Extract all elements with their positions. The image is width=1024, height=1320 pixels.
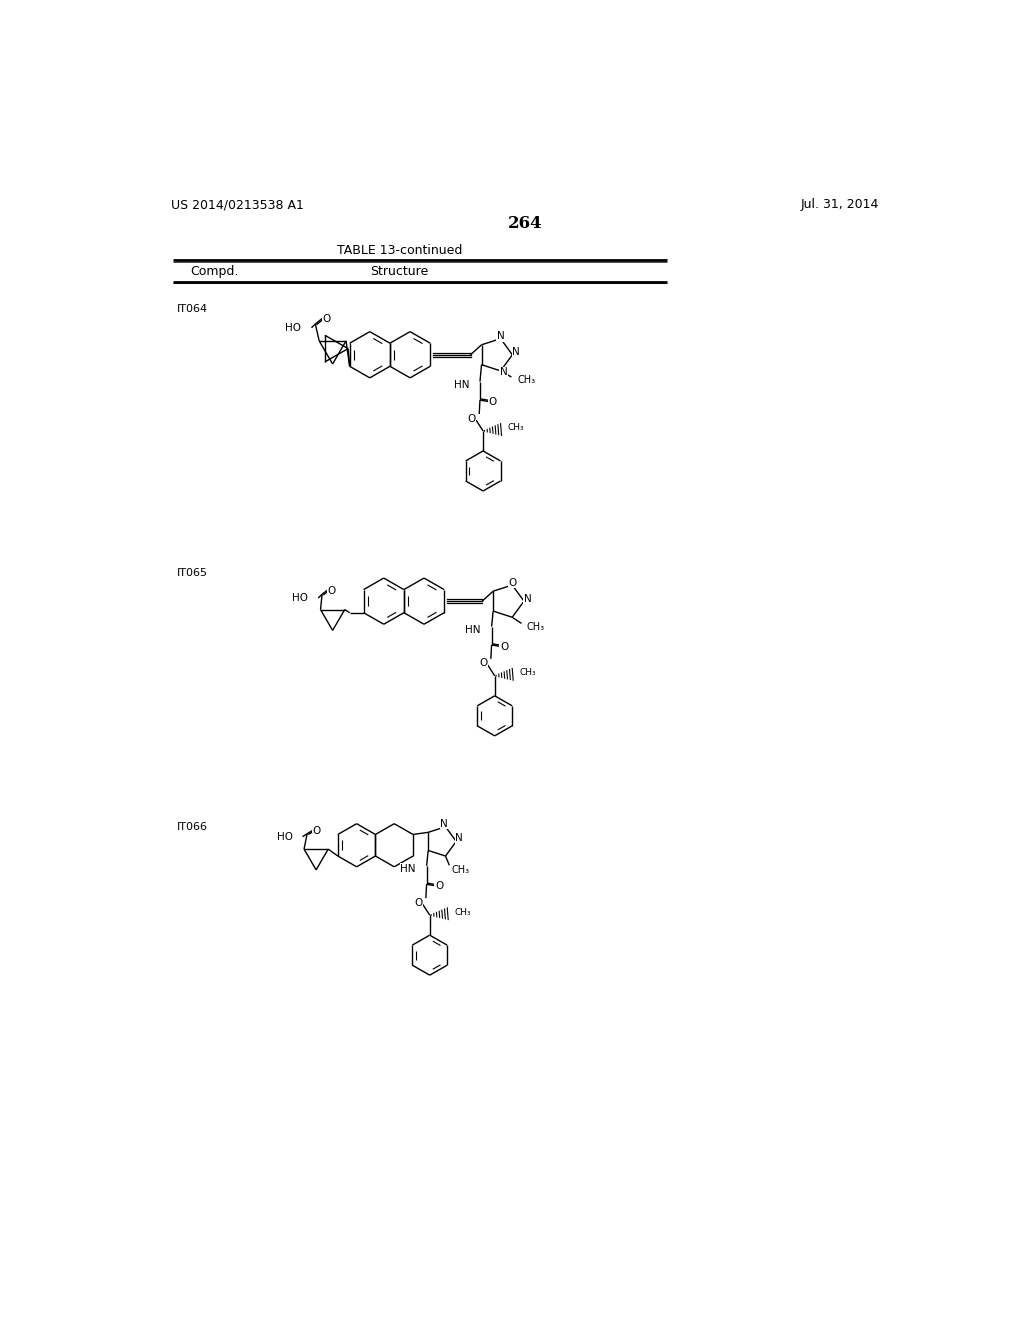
Text: O: O: [479, 659, 487, 668]
Text: Jul. 31, 2014: Jul. 31, 2014: [801, 198, 879, 211]
Text: O: O: [500, 642, 508, 652]
Text: N: N: [497, 331, 505, 342]
Text: O: O: [508, 578, 516, 587]
Text: IT066: IT066: [177, 822, 208, 832]
Text: N: N: [500, 367, 508, 378]
Text: IT064: IT064: [177, 305, 208, 314]
Text: HO: HO: [278, 832, 293, 842]
Text: CH₃: CH₃: [519, 668, 537, 677]
Text: 264: 264: [508, 215, 542, 232]
Text: O: O: [328, 586, 336, 597]
Text: IT065: IT065: [177, 568, 208, 578]
Text: CH₃: CH₃: [518, 375, 536, 385]
Text: O: O: [414, 898, 422, 908]
Text: Structure: Structure: [370, 265, 428, 279]
Text: HO: HO: [292, 593, 308, 603]
Text: HN: HN: [465, 624, 480, 635]
Text: O: O: [435, 880, 443, 891]
Text: US 2014/0213538 A1: US 2014/0213538 A1: [171, 198, 303, 211]
Text: N: N: [456, 833, 463, 843]
Text: CH₃: CH₃: [455, 908, 471, 916]
Text: HN: HN: [400, 863, 416, 874]
Text: O: O: [467, 413, 475, 424]
Text: O: O: [312, 825, 321, 836]
Text: CH₃: CH₃: [508, 424, 524, 433]
Text: TABLE 13-continued: TABLE 13-continued: [337, 244, 462, 257]
Text: Compd.: Compd.: [190, 265, 239, 279]
Text: N: N: [512, 347, 520, 358]
Text: O: O: [322, 314, 331, 325]
Text: O: O: [488, 397, 497, 407]
Text: HO: HO: [286, 323, 301, 333]
Text: HN: HN: [454, 380, 469, 389]
Text: N: N: [440, 818, 447, 829]
Text: N: N: [524, 594, 531, 603]
Text: CH₃: CH₃: [526, 622, 545, 631]
Text: CH₃: CH₃: [452, 865, 470, 875]
